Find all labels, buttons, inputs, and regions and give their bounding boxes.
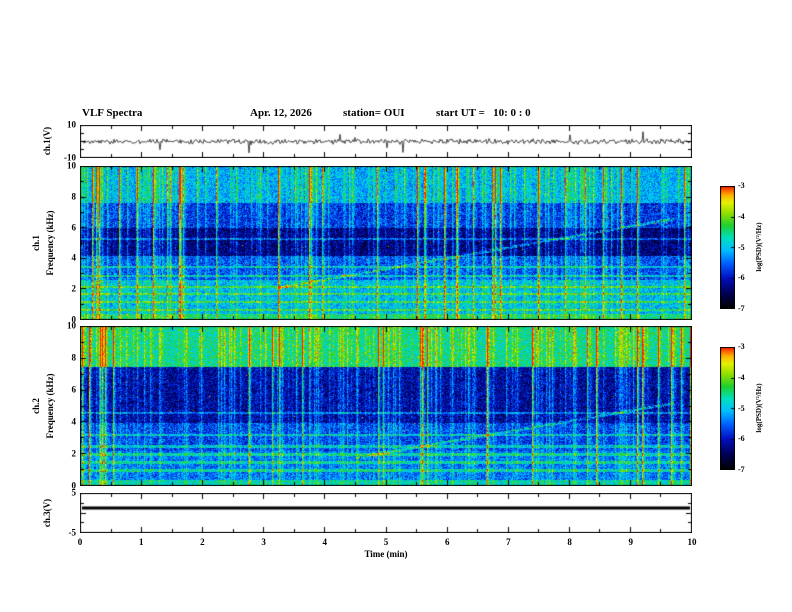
tick-label: 5 bbox=[384, 538, 389, 547]
tick-label: 4 bbox=[72, 418, 77, 427]
ch1-frequency-axis-label: Frequency (kHz) bbox=[45, 210, 55, 275]
tick-label: 10 bbox=[67, 322, 76, 331]
tick-label: 2 bbox=[72, 285, 77, 294]
ch2-spectrogram-canvas bbox=[80, 326, 692, 486]
tick-label: 6 bbox=[72, 386, 77, 395]
ch1-spectrogram-canvas bbox=[80, 166, 692, 320]
time-axis-label: Time (min) bbox=[364, 549, 407, 559]
tick-label: 10 bbox=[67, 121, 76, 130]
tick-label: -7 bbox=[738, 305, 745, 313]
tick-label: -5 bbox=[69, 529, 77, 538]
tick-label: 5 bbox=[72, 489, 77, 498]
tick-label: -6 bbox=[738, 274, 745, 282]
tick-label: 9 bbox=[629, 538, 634, 547]
ch1-channel-label: ch.1 bbox=[31, 235, 41, 251]
figure-title: VLF Spectra bbox=[82, 107, 142, 119]
ch1-spectrogram-panel bbox=[80, 166, 692, 320]
tick-label: 6 bbox=[445, 538, 450, 547]
tick-label: 10 bbox=[67, 162, 76, 171]
tick-label: 4 bbox=[72, 254, 77, 263]
ch2-frequency-axis-label: Frequency (kHz) bbox=[45, 373, 55, 438]
tick-label: 6 bbox=[72, 223, 77, 232]
tick-label: -3 bbox=[738, 343, 745, 351]
colorbar-ch1-canvas bbox=[720, 186, 735, 309]
ch1-waveform-panel bbox=[80, 125, 692, 158]
ch1-voltage-axis-label: ch.1(V) bbox=[42, 127, 52, 155]
colorbar-ch2-label: log(PSD)(V²/Hz) bbox=[755, 383, 763, 432]
ch3-waveform-canvas bbox=[80, 493, 692, 533]
ch3-waveform-panel bbox=[80, 493, 692, 533]
tick-label: 3 bbox=[261, 538, 266, 547]
tick-label: 2 bbox=[72, 450, 77, 459]
tick-label: 7 bbox=[506, 538, 511, 547]
ch3-voltage-axis-label: ch.3(V) bbox=[42, 499, 52, 527]
colorbar-ch2-canvas bbox=[720, 347, 735, 470]
tick-label: 1 bbox=[139, 538, 144, 547]
colorbar-ch1-label: log(PSD)(V²/Hz) bbox=[755, 222, 763, 271]
tick-label: 4 bbox=[323, 538, 328, 547]
tick-label: -7 bbox=[738, 466, 745, 474]
ch2-channel-label: ch.2 bbox=[31, 398, 41, 414]
tick-label: 0 bbox=[78, 538, 83, 547]
vlf-spectra-figure: VLF Spectra Apr. 12, 2026 station= OUI s… bbox=[0, 0, 792, 612]
tick-label: -5 bbox=[738, 244, 745, 252]
tick-label: 10 bbox=[688, 538, 697, 547]
tick-label: 8 bbox=[567, 538, 572, 547]
colorbar-ch1 bbox=[720, 186, 735, 309]
header-start-ut: start UT = 10: 0 : 0 bbox=[436, 107, 531, 119]
ch1-waveform-canvas bbox=[80, 125, 692, 158]
tick-label: 8 bbox=[72, 354, 77, 363]
colorbar-ch2 bbox=[720, 347, 735, 470]
tick-label: -5 bbox=[738, 405, 745, 413]
tick-label: -4 bbox=[738, 374, 745, 382]
tick-label: -4 bbox=[738, 213, 745, 221]
tick-label: 8 bbox=[72, 192, 77, 201]
header-station: station= OUI bbox=[343, 107, 405, 119]
tick-label: 2 bbox=[200, 538, 205, 547]
header-date: Apr. 12, 2026 bbox=[250, 107, 312, 119]
tick-label: -6 bbox=[738, 435, 745, 443]
ch2-spectrogram-panel bbox=[80, 326, 692, 486]
tick-label: -3 bbox=[738, 182, 745, 190]
